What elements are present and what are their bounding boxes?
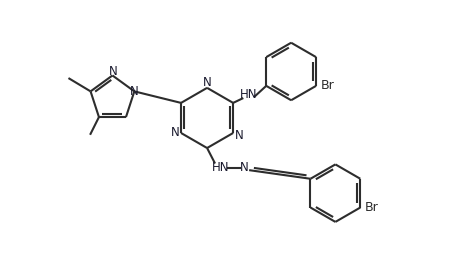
Text: N: N: [240, 162, 249, 174]
Text: N: N: [130, 85, 139, 98]
Text: HN: HN: [212, 162, 229, 174]
Text: N: N: [171, 126, 180, 140]
Text: Br: Br: [365, 201, 379, 214]
Text: Br: Br: [321, 79, 334, 92]
Text: N: N: [109, 64, 118, 78]
Text: N: N: [203, 76, 212, 88]
Text: HN: HN: [240, 88, 257, 101]
Text: N: N: [235, 129, 243, 142]
